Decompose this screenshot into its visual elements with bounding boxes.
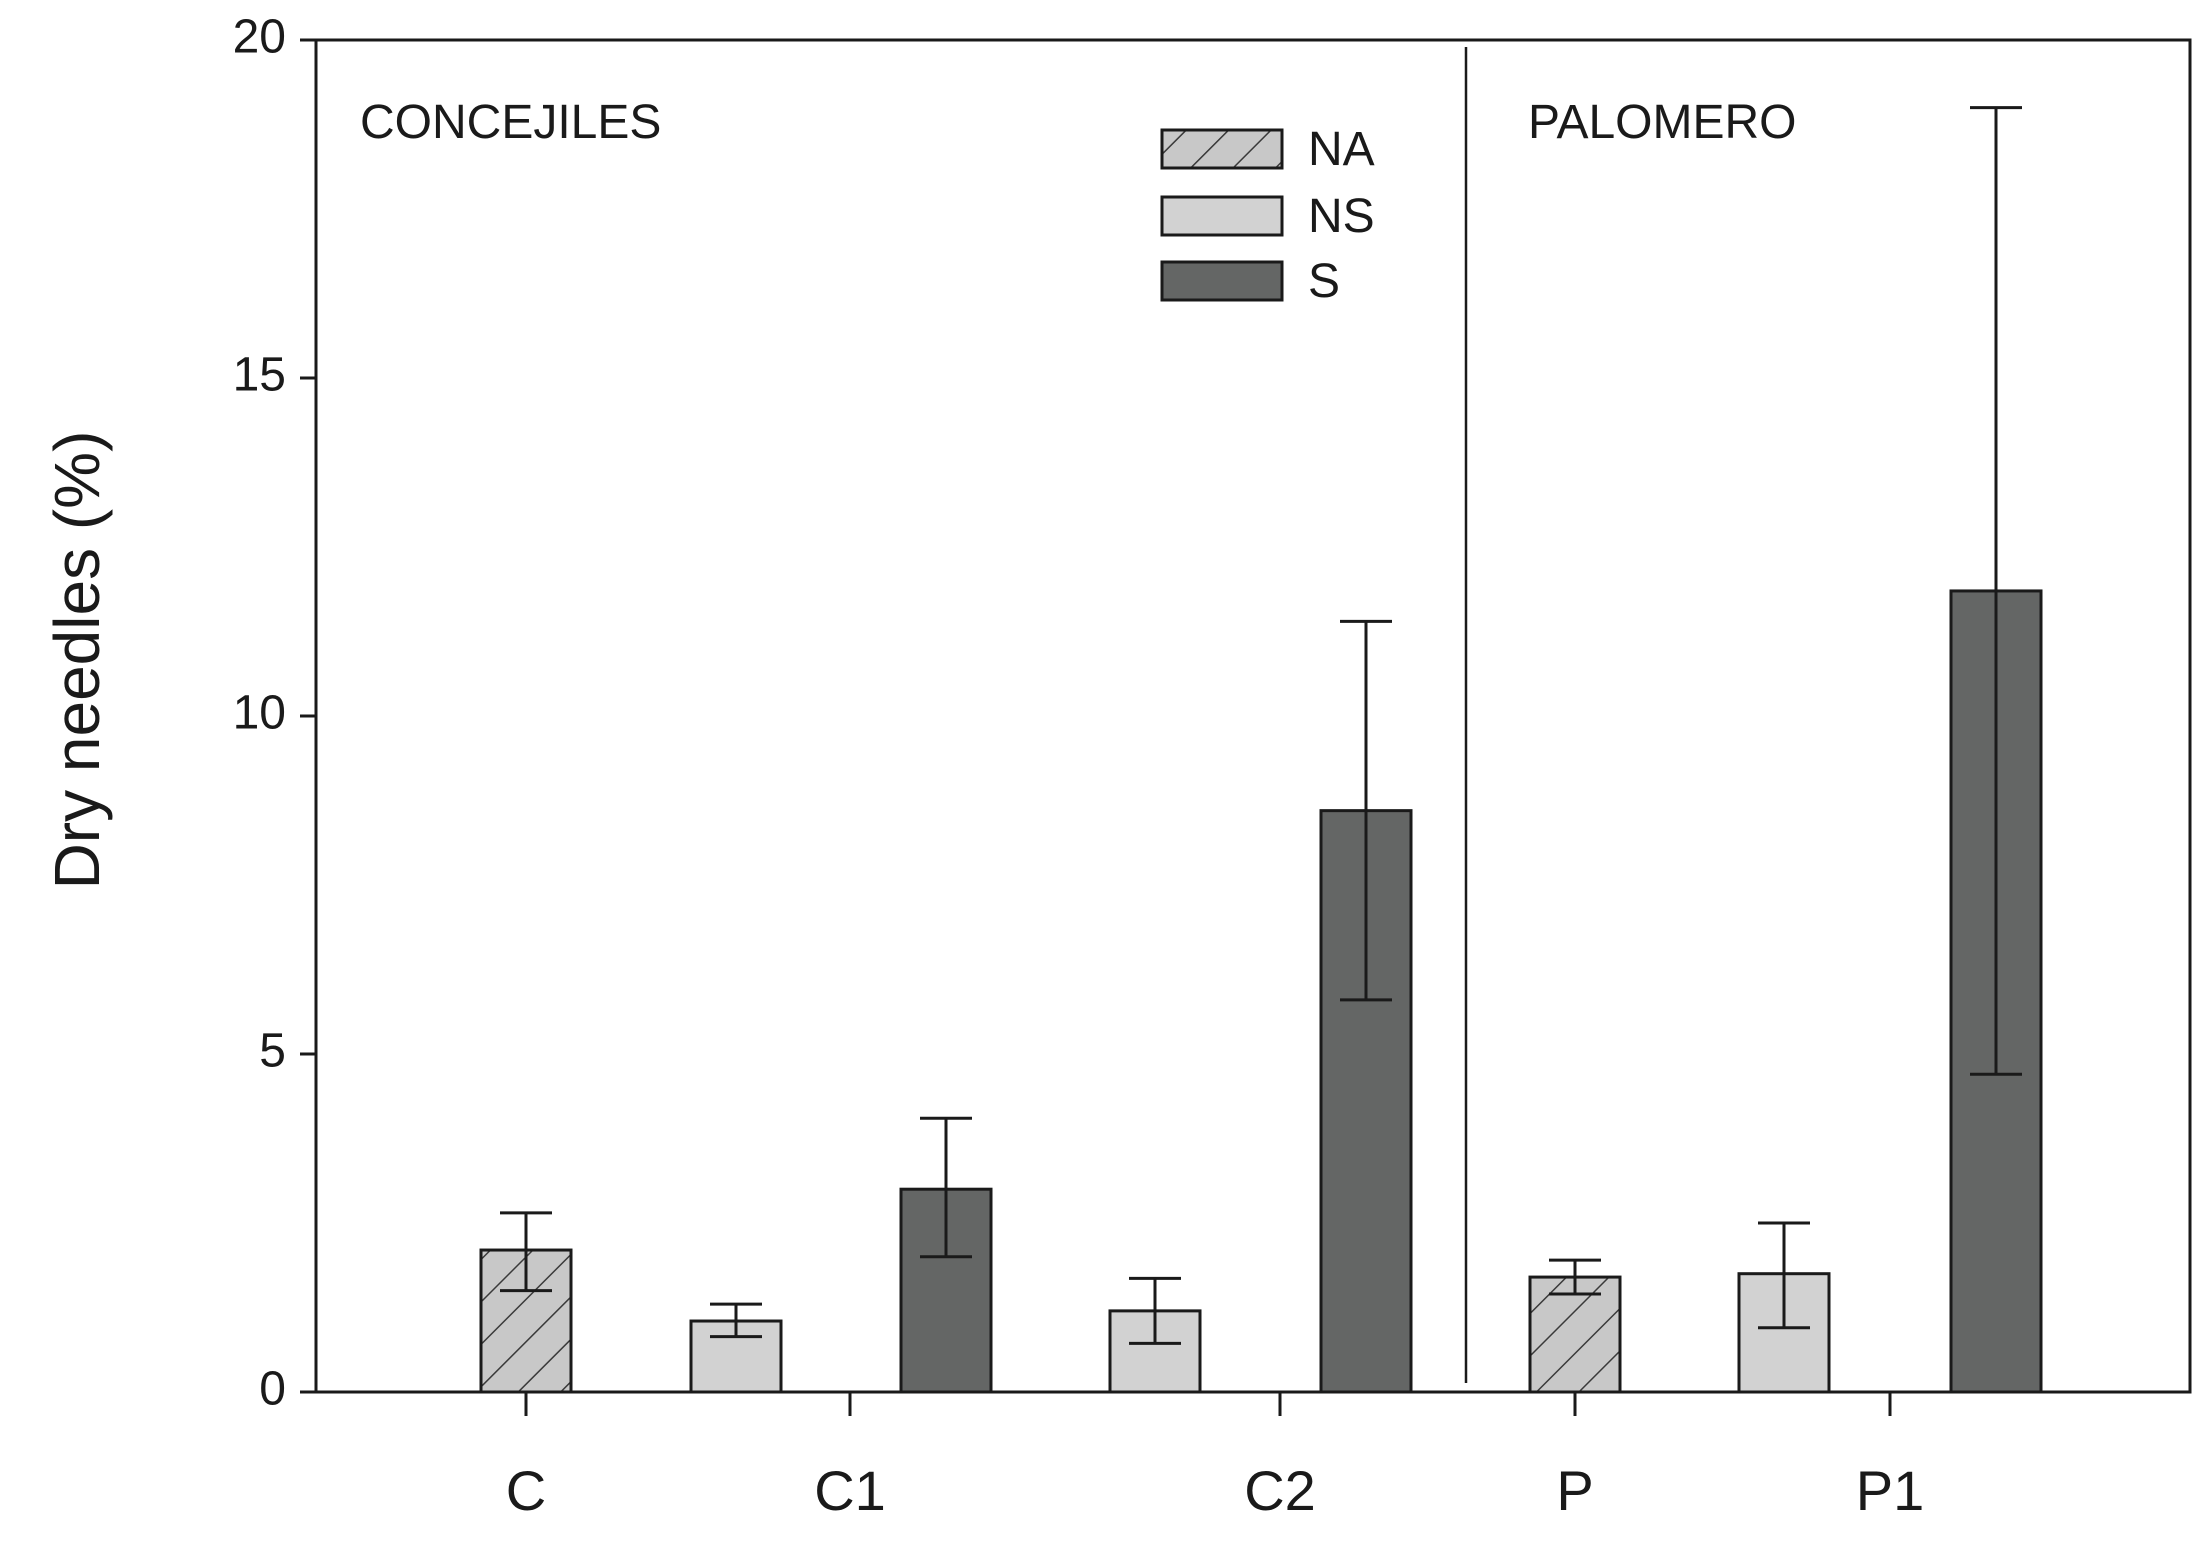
error-bars	[500, 106, 2022, 1345]
bars	[479, 589, 2043, 1394]
y-tick-label: 5	[259, 1025, 286, 1078]
x-tick-label: P	[1556, 1459, 1593, 1522]
y-tick-label: 0	[259, 1363, 286, 1416]
legend-label-s: S	[1308, 255, 1340, 308]
error-bar-p1-ns	[1758, 1221, 1810, 1330]
x-tick-label: C1	[814, 1459, 886, 1522]
x-tick-label: C	[506, 1459, 546, 1522]
error-bar-c2-ns	[1129, 1276, 1181, 1345]
y-tick-label: 15	[233, 349, 286, 402]
panel-label-palomero: PALOMERO	[1528, 96, 1797, 149]
legend: NA NS S	[1160, 123, 1375, 308]
legend-label-na: NA	[1308, 123, 1375, 176]
error-bar-c1-ns	[710, 1302, 762, 1339]
error-bar-p-na	[1549, 1258, 1601, 1296]
error-bar-p1-s	[1970, 106, 2022, 1076]
y-tick-label: 20	[233, 11, 286, 64]
plot-frame	[314, 38, 2192, 1394]
panel-label-concejiles: CONCEJILES	[360, 96, 661, 149]
error-bar-c-na	[500, 1211, 552, 1293]
y-axis-title: Dry needles (%)	[41, 431, 113, 890]
y-axis: 0 5 10 15 20	[233, 11, 316, 1416]
legend-label-ns: NS	[1308, 190, 1375, 243]
legend-swatch-na	[1160, 128, 1284, 170]
y-tick-label: 10	[233, 687, 286, 740]
error-bar-c2-s	[1340, 619, 1392, 1002]
x-axis: C C1 C2 P P1	[506, 1392, 1924, 1522]
x-tick-label: C2	[1244, 1459, 1316, 1522]
error-bar-c1-s	[920, 1116, 972, 1259]
legend-swatch-ns	[1160, 195, 1284, 237]
legend-swatch-s	[1160, 260, 1284, 302]
x-tick-label: P1	[1856, 1459, 1925, 1522]
